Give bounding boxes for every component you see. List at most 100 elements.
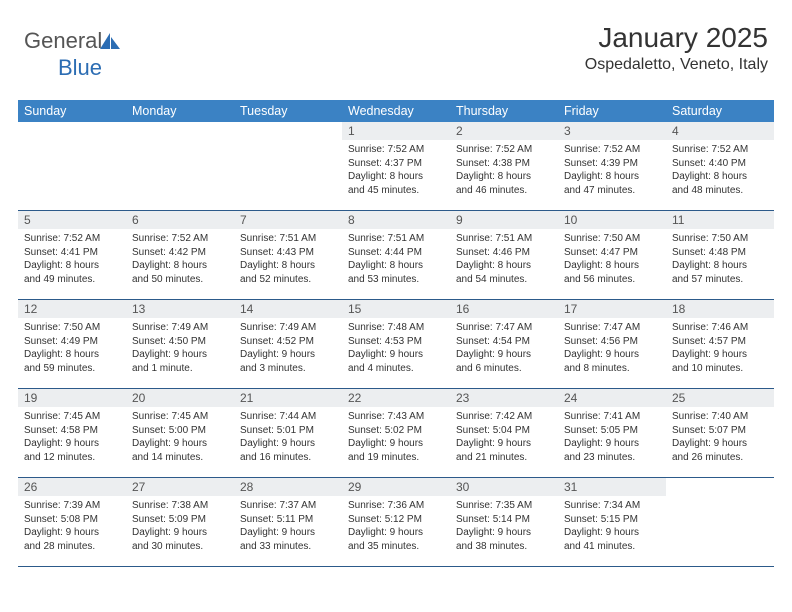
location: Ospedaletto, Veneto, Italy	[585, 56, 768, 74]
daylight-text: and 14 minutes.	[132, 451, 228, 465]
daylight-text: and 45 minutes.	[348, 184, 444, 198]
day-number: 24	[558, 389, 666, 407]
week-row: ...1Sunrise: 7:52 AMSunset: 4:37 PMDayli…	[18, 122, 774, 211]
sunrise-text: Sunrise: 7:34 AM	[564, 499, 660, 513]
daylight-text: Daylight: 9 hours	[24, 437, 120, 451]
sunrise-text: Sunrise: 7:47 AM	[564, 321, 660, 335]
day-header-mon: Monday	[126, 100, 234, 122]
sunset-text: Sunset: 5:08 PM	[24, 513, 120, 527]
calendar-cell: 23Sunrise: 7:42 AMSunset: 5:04 PMDayligh…	[450, 389, 558, 477]
daylight-text: Daylight: 8 hours	[456, 170, 552, 184]
calendar-cell: 1Sunrise: 7:52 AMSunset: 4:37 PMDaylight…	[342, 122, 450, 210]
day-number: 2	[450, 122, 558, 140]
calendar: Sunday Monday Tuesday Wednesday Thursday…	[18, 100, 774, 567]
cell-body: Sunrise: 7:52 AMSunset: 4:40 PMDaylight:…	[666, 140, 774, 201]
day-number: 22	[342, 389, 450, 407]
daylight-text: and 30 minutes.	[132, 540, 228, 554]
sunrise-text: Sunrise: 7:41 AM	[564, 410, 660, 424]
sunrise-text: Sunrise: 7:51 AM	[456, 232, 552, 246]
sunrise-text: Sunrise: 7:52 AM	[672, 143, 768, 157]
day-number: 4	[666, 122, 774, 140]
sunrise-text: Sunrise: 7:46 AM	[672, 321, 768, 335]
daylight-text: Daylight: 8 hours	[348, 170, 444, 184]
calendar-cell: 24Sunrise: 7:41 AMSunset: 5:05 PMDayligh…	[558, 389, 666, 477]
sunset-text: Sunset: 4:44 PM	[348, 246, 444, 260]
cell-body: Sunrise: 7:43 AMSunset: 5:02 PMDaylight:…	[342, 407, 450, 468]
sunset-text: Sunset: 4:39 PM	[564, 157, 660, 171]
daylight-text: Daylight: 8 hours	[564, 259, 660, 273]
day-number: 18	[666, 300, 774, 318]
daylight-text: and 47 minutes.	[564, 184, 660, 198]
calendar-cell: .	[666, 478, 774, 566]
day-number: 26	[18, 478, 126, 496]
day-number: 11	[666, 211, 774, 229]
daylight-text: and 10 minutes.	[672, 362, 768, 376]
sunset-text: Sunset: 4:53 PM	[348, 335, 444, 349]
sunset-text: Sunset: 4:46 PM	[456, 246, 552, 260]
daylight-text: Daylight: 9 hours	[456, 437, 552, 451]
sunrise-text: Sunrise: 7:48 AM	[348, 321, 444, 335]
day-header-sat: Saturday	[666, 100, 774, 122]
sunrise-text: Sunrise: 7:52 AM	[456, 143, 552, 157]
daylight-text: and 8 minutes.	[564, 362, 660, 376]
sunrise-text: Sunrise: 7:44 AM	[240, 410, 336, 424]
cell-body: Sunrise: 7:52 AMSunset: 4:38 PMDaylight:…	[450, 140, 558, 201]
day-number: 10	[558, 211, 666, 229]
sunset-text: Sunset: 4:57 PM	[672, 335, 768, 349]
daylight-text: Daylight: 9 hours	[564, 348, 660, 362]
daylight-text: and 3 minutes.	[240, 362, 336, 376]
daylight-text: and 26 minutes.	[672, 451, 768, 465]
sunset-text: Sunset: 5:05 PM	[564, 424, 660, 438]
calendar-cell: 6Sunrise: 7:52 AMSunset: 4:42 PMDaylight…	[126, 211, 234, 299]
cell-body: Sunrise: 7:52 AMSunset: 4:39 PMDaylight:…	[558, 140, 666, 201]
sunset-text: Sunset: 4:50 PM	[132, 335, 228, 349]
week-row: 26Sunrise: 7:39 AMSunset: 5:08 PMDayligh…	[18, 478, 774, 567]
daylight-text: and 23 minutes.	[564, 451, 660, 465]
logo-sail-icon	[100, 29, 122, 55]
daylight-text: Daylight: 8 hours	[348, 259, 444, 273]
sunset-text: Sunset: 4:52 PM	[240, 335, 336, 349]
calendar-cell: 7Sunrise: 7:51 AMSunset: 4:43 PMDaylight…	[234, 211, 342, 299]
calendar-cell: 16Sunrise: 7:47 AMSunset: 4:54 PMDayligh…	[450, 300, 558, 388]
sunrise-text: Sunrise: 7:38 AM	[132, 499, 228, 513]
day-number: 15	[342, 300, 450, 318]
sunset-text: Sunset: 4:38 PM	[456, 157, 552, 171]
sunset-text: Sunset: 5:14 PM	[456, 513, 552, 527]
cell-body: Sunrise: 7:50 AMSunset: 4:47 PMDaylight:…	[558, 229, 666, 290]
day-number: 27	[126, 478, 234, 496]
daylight-text: Daylight: 8 hours	[24, 348, 120, 362]
calendar-cell: 9Sunrise: 7:51 AMSunset: 4:46 PMDaylight…	[450, 211, 558, 299]
cell-body: Sunrise: 7:39 AMSunset: 5:08 PMDaylight:…	[18, 496, 126, 557]
day-number: 23	[450, 389, 558, 407]
sunset-text: Sunset: 4:42 PM	[132, 246, 228, 260]
daylight-text: and 57 minutes.	[672, 273, 768, 287]
daylight-text: and 50 minutes.	[132, 273, 228, 287]
cell-body: Sunrise: 7:52 AMSunset: 4:37 PMDaylight:…	[342, 140, 450, 201]
day-number: 17	[558, 300, 666, 318]
day-number: 28	[234, 478, 342, 496]
cell-body: Sunrise: 7:42 AMSunset: 5:04 PMDaylight:…	[450, 407, 558, 468]
calendar-cell: 19Sunrise: 7:45 AMSunset: 4:58 PMDayligh…	[18, 389, 126, 477]
sunrise-text: Sunrise: 7:45 AM	[132, 410, 228, 424]
calendar-cell: 5Sunrise: 7:52 AMSunset: 4:41 PMDaylight…	[18, 211, 126, 299]
calendar-cell: 11Sunrise: 7:50 AMSunset: 4:48 PMDayligh…	[666, 211, 774, 299]
sunrise-text: Sunrise: 7:52 AM	[564, 143, 660, 157]
sunrise-text: Sunrise: 7:36 AM	[348, 499, 444, 513]
day-number: 13	[126, 300, 234, 318]
day-number: 7	[234, 211, 342, 229]
sunrise-text: Sunrise: 7:50 AM	[672, 232, 768, 246]
sunrise-text: Sunrise: 7:52 AM	[132, 232, 228, 246]
cell-body: Sunrise: 7:34 AMSunset: 5:15 PMDaylight:…	[558, 496, 666, 557]
sunrise-text: Sunrise: 7:47 AM	[456, 321, 552, 335]
calendar-cell: 10Sunrise: 7:50 AMSunset: 4:47 PMDayligh…	[558, 211, 666, 299]
sunrise-text: Sunrise: 7:43 AM	[348, 410, 444, 424]
daylight-text: and 19 minutes.	[348, 451, 444, 465]
day-header-thu: Thursday	[450, 100, 558, 122]
cell-body: Sunrise: 7:47 AMSunset: 4:56 PMDaylight:…	[558, 318, 666, 379]
calendar-cell: 31Sunrise: 7:34 AMSunset: 5:15 PMDayligh…	[558, 478, 666, 566]
day-number: 1	[342, 122, 450, 140]
sunset-text: Sunset: 5:09 PM	[132, 513, 228, 527]
week-row: 12Sunrise: 7:50 AMSunset: 4:49 PMDayligh…	[18, 300, 774, 389]
day-number: 20	[126, 389, 234, 407]
sunrise-text: Sunrise: 7:50 AM	[24, 321, 120, 335]
